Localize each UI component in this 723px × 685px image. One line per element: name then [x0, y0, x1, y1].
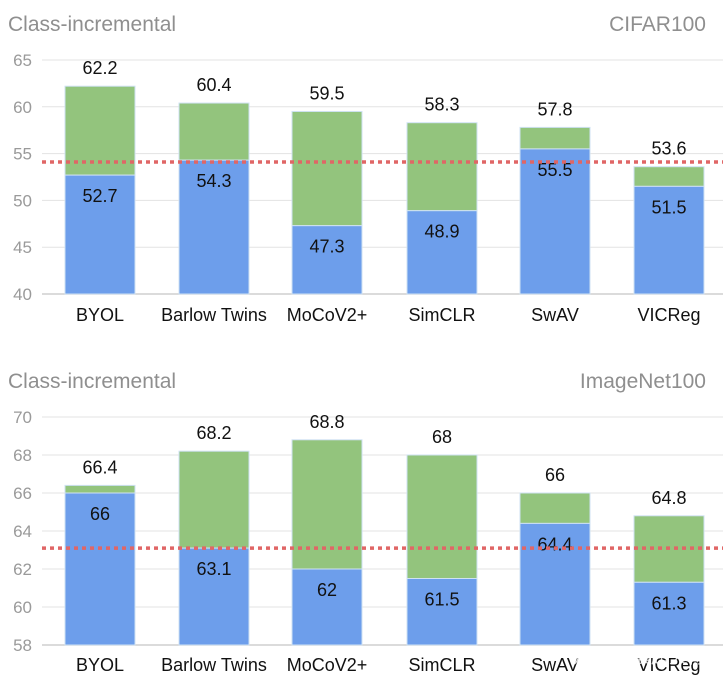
bar-lower-simclr: [406, 578, 478, 646]
y-tick-label: 50: [13, 191, 32, 210]
bar-upper-mocov2-: [291, 439, 363, 570]
data-label-upper: 66.4: [82, 457, 117, 477]
y-tick-label: 58: [13, 636, 32, 655]
data-label-lower: 63.1: [196, 559, 231, 579]
bar-lower-mocov2-: [291, 568, 363, 646]
data-label-lower: 47.3: [309, 237, 344, 257]
bar-upper-simclr: [406, 454, 478, 579]
data-label-lower: 62: [317, 580, 337, 600]
bar-lower-barlow-twins: [178, 159, 250, 295]
x-tick-label: SwAV: [531, 655, 579, 675]
y-tick-label: 66: [13, 484, 32, 503]
bar-upper-barlow-twins: [178, 450, 250, 549]
y-tick-label: 45: [13, 238, 32, 257]
bar-lower-swav: [519, 522, 591, 646]
chart-panel-2: Class-incremental ImageNet100 58 60 62 64 66 68…: [8, 370, 723, 675]
data-label-lower: 64.4: [537, 534, 572, 554]
data-label-upper: 57.8: [537, 99, 572, 119]
bar-lower-byol: [64, 174, 136, 295]
data-label-lower: 61.5: [424, 590, 459, 610]
y-tick-label: 65: [13, 51, 32, 70]
bar-lower-simclr: [406, 210, 478, 295]
bar-upper-simclr: [406, 122, 478, 212]
data-label-upper: 53.6: [651, 139, 686, 159]
data-label-lower: 48.9: [424, 222, 459, 242]
x-tick-label: SwAV: [531, 305, 579, 325]
y-tick-label: 55: [13, 145, 32, 164]
chart-title: Class-incremental: [8, 370, 176, 393]
bar-upper-mocov2-: [291, 110, 363, 227]
chart-panel-1: Class-incremental CIFAR100 40 45 50 55 60 65 62.…: [8, 13, 723, 325]
data-label-lower: 52.7: [82, 186, 117, 206]
y-tick-label: 62: [13, 560, 32, 579]
x-tick-label: SimCLR: [408, 655, 475, 675]
chart-title: Class-incremental: [8, 13, 176, 36]
bar-upper-swav: [519, 492, 591, 524]
bar-lower-vicreg: [633, 581, 705, 646]
data-label-lower: 66: [90, 504, 110, 524]
x-tick-label: MoCoV2+: [287, 305, 368, 325]
watermark-text: 知乎 @晨起天青: [573, 647, 705, 668]
y-tick-label: 60: [13, 598, 32, 617]
data-label-upper: 68.2: [196, 423, 231, 443]
y-tick-label: 60: [13, 98, 32, 117]
bar-upper-byol: [64, 484, 136, 494]
data-label-upper: 64.8: [651, 488, 686, 508]
data-label-upper: 68.8: [309, 412, 344, 432]
bar-lower-byol: [64, 492, 136, 646]
x-tick-label: BYOL: [76, 305, 124, 325]
data-label-lower: 51.5: [651, 197, 686, 217]
data-label-upper: 60.4: [196, 75, 231, 95]
y-tick-label: 40: [13, 285, 32, 304]
bar-lower-mocov2-: [291, 225, 363, 295]
y-tick-label: 68: [13, 446, 32, 465]
data-label-lower: 54.3: [196, 171, 231, 191]
data-label-upper: 68: [432, 427, 452, 447]
x-tick-label: MoCoV2+: [287, 655, 368, 675]
data-label-upper: 66: [545, 465, 565, 485]
chart-subtitle: CIFAR100: [609, 13, 706, 36]
y-tick-label: 64: [13, 522, 32, 541]
bar-upper-swav: [519, 126, 591, 150]
x-tick-label: Barlow Twins: [161, 305, 267, 325]
data-label-upper: 62.2: [82, 58, 117, 78]
bar-lower-barlow-twins: [178, 547, 250, 646]
data-label-upper: 59.5: [309, 83, 344, 103]
x-tick-label: VICReg: [637, 655, 700, 675]
data-label-upper: 58.3: [424, 95, 459, 115]
data-label-lower: 61.3: [651, 593, 686, 613]
x-tick-label: SimCLR: [408, 305, 475, 325]
bar-lower-vicreg: [633, 185, 705, 295]
data-label-lower: 55.5: [537, 160, 572, 180]
bar-upper-vicreg: [633, 166, 705, 187]
chart-subtitle: ImageNet100: [580, 370, 706, 393]
y-tick-label: 70: [13, 408, 32, 427]
x-tick-label: VICReg: [637, 305, 700, 325]
bar-upper-barlow-twins: [178, 102, 250, 161]
x-tick-label: Barlow Twins: [161, 655, 267, 675]
x-tick-label: BYOL: [76, 655, 124, 675]
bar-lower-swav: [519, 148, 591, 295]
